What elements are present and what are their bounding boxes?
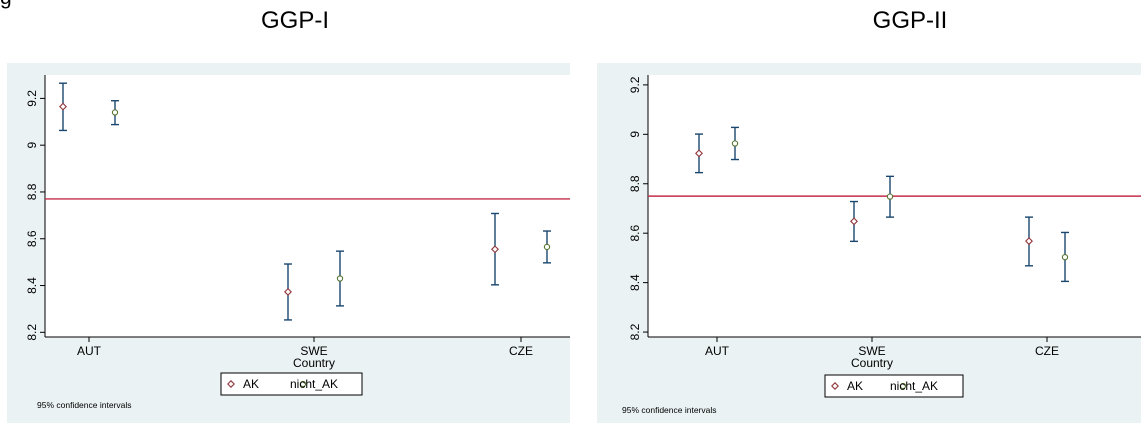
y-tick-label: 8.2: [628, 323, 642, 340]
legend-label-nicht-ak: nicht_AK: [290, 377, 338, 391]
x-tick-label: CZE: [1035, 344, 1059, 358]
legend-marker-nicht-ak: [899, 382, 907, 390]
y-tick-label: 8.4: [628, 274, 642, 291]
y-tick-label: 8.8: [25, 183, 39, 200]
legend-label-ak: AK: [243, 377, 259, 391]
legend-box: [824, 374, 964, 398]
y-tick-label: 8.4: [25, 277, 39, 294]
panel-title-ggp-ii: GGP-II: [872, 7, 948, 34]
legend-marker-ak: [227, 380, 235, 388]
x-tick-label: SWE: [300, 344, 327, 358]
data-point-ak: [695, 149, 703, 158]
chart-ggp-ii: 8.2 8.4 8.6 8.8 9 9.2 AUT SWE CZE Country AK nicht_…: [597, 63, 1141, 423]
data-point-ak: [59, 102, 67, 111]
x-tick-label: SWE: [858, 344, 885, 358]
chart-ggp-i: 8.2 8.4 8.6 8.8 9 9.2 AUT SWE CZE Country AK nicht_…: [7, 63, 570, 423]
legend-marker-ak: [831, 382, 839, 390]
legend-marker-nicht-ak: [299, 380, 307, 388]
plot-area: [648, 75, 1141, 337]
data-point-nicht-ak: [543, 243, 551, 251]
y-tick-label: 9: [25, 142, 39, 149]
figure-title-fragment: g: [0, 0, 12, 10]
x-axis-label: Country: [293, 356, 335, 370]
y-tick-label: 9: [628, 131, 642, 138]
y-tick-label: 8.8: [628, 175, 642, 192]
confidence-note: 95% confidence intervals: [622, 405, 717, 415]
legend-label-nicht-ak: nicht_AK: [890, 379, 938, 393]
data-point-nicht-ak: [336, 275, 344, 282]
plot-area: [45, 75, 570, 337]
y-tick-label: 8.2: [25, 324, 39, 341]
data-point-ak: [850, 217, 858, 226]
x-tick-label: CZE: [509, 344, 533, 358]
data-point-nicht-ak: [1061, 254, 1069, 261]
legend-label-ak: AK: [847, 379, 863, 393]
y-tick-label: 8.6: [628, 225, 642, 242]
data-point-nicht-ak: [731, 140, 739, 147]
x-axis-label: Country: [851, 356, 893, 370]
y-tick-label: 9.2: [25, 90, 39, 107]
x-tick-label: AUT: [705, 344, 730, 358]
confidence-note: 95% confidence intervals: [37, 400, 132, 410]
data-point-ak: [491, 245, 499, 254]
data-point-ak: [284, 287, 292, 296]
y-tick-label: 9.2: [628, 76, 642, 93]
data-point-nicht-ak: [111, 109, 119, 116]
panel-title-ggp-i: GGP-I: [260, 7, 329, 34]
y-tick-label: 8.6: [25, 230, 39, 247]
data-point-ak: [1025, 237, 1033, 246]
legend-box: [220, 372, 363, 396]
x-tick-label: AUT: [77, 344, 102, 358]
data-point-nicht-ak: [886, 193, 894, 200]
